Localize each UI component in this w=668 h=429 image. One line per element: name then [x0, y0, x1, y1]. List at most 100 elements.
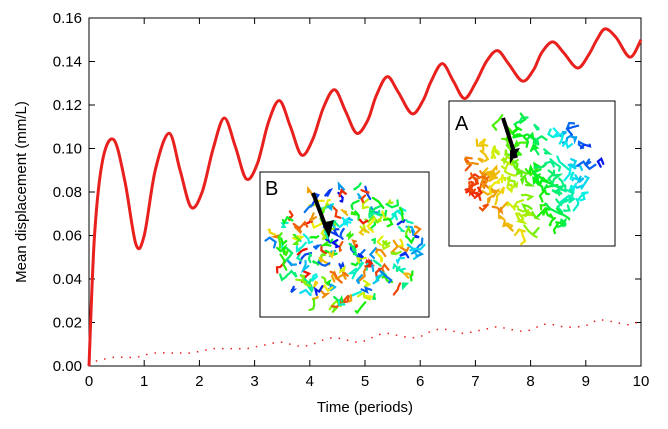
network-strand	[399, 250, 410, 259]
network-strand	[374, 251, 384, 263]
network-strand	[529, 143, 540, 152]
network-strand	[360, 286, 373, 294]
series-line	[87, 27, 643, 367]
network-strand	[412, 249, 420, 260]
network-strand	[339, 227, 345, 240]
network-strand	[389, 212, 399, 221]
network-strand	[290, 285, 298, 294]
network-strand	[502, 155, 514, 166]
network-strand	[518, 112, 527, 125]
network-strand	[471, 191, 482, 201]
network-strand	[571, 174, 581, 182]
network-strand	[299, 288, 312, 297]
network-strand	[288, 269, 298, 278]
network-strand	[348, 294, 353, 303]
network-strand	[552, 127, 561, 138]
network-strand	[279, 253, 288, 271]
network-strand	[543, 207, 552, 217]
network-strand	[402, 272, 412, 279]
network-strand	[507, 175, 516, 186]
network-strand	[491, 205, 504, 215]
network-strand	[579, 191, 589, 202]
network-strand	[292, 220, 309, 230]
network-strand	[326, 279, 332, 285]
network-strand	[354, 261, 365, 273]
network-strand	[330, 204, 342, 219]
network-strand	[353, 209, 360, 221]
network-strand	[375, 248, 387, 258]
y-tick-label: 0.06	[53, 228, 82, 245]
network-strand	[521, 133, 530, 148]
network-strand	[371, 237, 376, 245]
network-strand	[569, 135, 578, 145]
network-strand	[556, 220, 565, 228]
network-strand	[523, 224, 538, 239]
network-strand	[504, 222, 514, 230]
network-strand	[491, 114, 504, 131]
network-strand	[506, 183, 514, 194]
network-strand	[532, 226, 540, 235]
network-strand	[267, 228, 276, 236]
network-strand	[336, 272, 347, 280]
network-strand	[569, 171, 575, 180]
network-strand	[306, 284, 314, 294]
network-strand	[567, 158, 578, 169]
network-strand	[514, 212, 521, 221]
network-strand	[528, 163, 535, 174]
network-strand	[502, 220, 514, 232]
x-tick-label: 0	[85, 373, 93, 390]
network-strand	[569, 163, 577, 170]
network-strand	[330, 228, 341, 238]
network-strand	[308, 298, 316, 312]
network-strand	[358, 218, 369, 225]
network-strand	[576, 160, 592, 167]
network-strand	[397, 225, 405, 233]
network-strand	[302, 233, 314, 245]
network-strand	[559, 184, 567, 193]
network-strand	[313, 280, 319, 288]
network-strand	[532, 140, 539, 145]
network-strand	[549, 158, 562, 172]
network-strand	[471, 177, 480, 186]
network-strand	[579, 143, 592, 150]
network-strand	[503, 170, 518, 177]
network-strand	[331, 220, 340, 227]
network-strand	[295, 241, 307, 253]
x-tick-label: 6	[416, 373, 424, 390]
x-tick-label: 1	[140, 373, 148, 390]
network-strand	[533, 123, 540, 131]
network-strand	[536, 207, 547, 218]
network-strand	[520, 229, 527, 246]
network-strand	[544, 202, 563, 216]
y-tick-label: 0.10	[53, 141, 82, 158]
network-strand	[488, 185, 501, 198]
network-strand	[538, 188, 548, 203]
network-strand	[563, 204, 571, 212]
network-strand	[532, 168, 542, 175]
y-tick-label: 0.02	[53, 315, 82, 332]
y-tick-label: 0.12	[53, 97, 82, 114]
inset-frame	[259, 171, 430, 318]
network-strand	[355, 256, 367, 265]
network-strand	[576, 175, 585, 185]
network-strand	[559, 194, 576, 204]
network-strand	[302, 275, 312, 285]
network-strand	[512, 199, 525, 208]
network-strand	[311, 295, 319, 301]
network-strand	[497, 214, 506, 221]
inset-label: A	[455, 113, 469, 135]
network-strand	[361, 198, 370, 210]
network-strand	[487, 194, 494, 204]
network-strand	[353, 182, 362, 191]
network-strand	[410, 249, 425, 258]
network-strand	[285, 258, 298, 267]
network-strand	[371, 196, 385, 209]
network-strand	[300, 259, 310, 274]
network-strand	[329, 270, 343, 284]
network-strand	[584, 158, 597, 171]
network-strand	[368, 205, 382, 217]
network-strand	[398, 206, 404, 222]
y-tick-label: 0.08	[53, 184, 82, 201]
network-strand	[307, 252, 313, 264]
